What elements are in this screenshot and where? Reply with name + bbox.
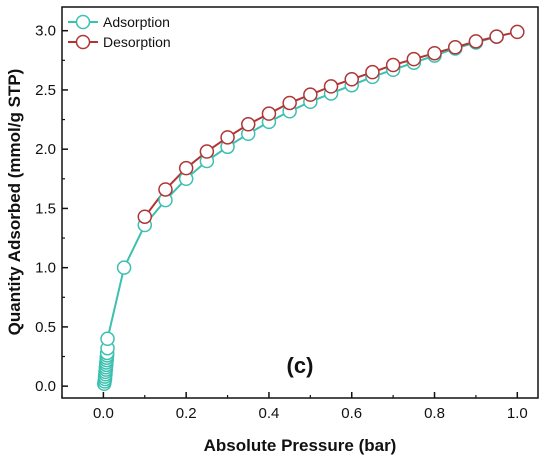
plot-frame (61, 6, 539, 399)
data-point-adsorption (100, 331, 115, 347)
data-point-desorption (489, 29, 504, 44)
legend-marker-desorption (75, 34, 91, 50)
y-tick-label: 0.5 (35, 319, 56, 336)
y-tick-label: 0.0 (35, 378, 56, 395)
data-point-desorption (303, 87, 318, 102)
panel-label: (c) (287, 353, 314, 378)
y-tick-label: 2.0 (35, 141, 56, 158)
series-markers (96, 24, 525, 392)
data-point-desorption (447, 40, 463, 55)
legend-label-adsorption: Adsorption (103, 14, 170, 30)
legend-item-desorption: Desorption (68, 34, 171, 50)
legend: Adsorption Desorption (68, 14, 171, 50)
legend-label-desorption: Desorption (103, 34, 171, 50)
data-point-desorption (344, 72, 359, 87)
data-point-desorption (385, 57, 401, 73)
y-tick-label: 2.5 (35, 82, 56, 99)
x-axis: 0.0 0.2 0.4 0.6 0.8 1.0 (61, 392, 528, 422)
data-point-desorption (137, 209, 153, 224)
data-point-desorption (261, 106, 277, 121)
data-point-desorption (282, 95, 297, 111)
x-tick-label: 0.0 (93, 405, 114, 422)
data-point-desorption (365, 64, 380, 80)
y-tick-label: 3.0 (35, 23, 56, 40)
data-point-desorption (241, 117, 256, 132)
data-point-desorption (510, 24, 525, 40)
legend-marker-adsorption (75, 14, 91, 30)
x-tick-label: 0.2 (176, 405, 197, 422)
x-tick-label: 0.6 (341, 405, 362, 422)
series-line-desorption (143, 30, 518, 218)
series-line-adsorption (103, 35, 497, 384)
data-point-desorption (158, 182, 173, 197)
data-point-desorption (199, 144, 215, 159)
x-axis-title: Absolute Pressure (bar) (204, 436, 397, 455)
data-point-adsorption (116, 260, 132, 275)
y-tick-label: 1.0 (35, 260, 56, 277)
data-point-desorption (468, 34, 484, 49)
series-lines (103, 30, 518, 384)
data-point-desorption (427, 45, 442, 61)
x-tick-label: 0.4 (259, 405, 280, 422)
x-tick-label: 1.0 (507, 405, 528, 422)
data-point-desorption (220, 130, 235, 145)
data-point-desorption (178, 160, 194, 176)
data-point-desorption (323, 79, 339, 94)
y-axis: 0.0 0.5 1.0 1.5 2.0 2.5 3.0 (35, 23, 68, 395)
y-tick-label: 1.5 (35, 200, 56, 217)
legend-item-adsorption: Adsorption (68, 14, 170, 30)
x-tick-label: 0.8 (424, 405, 445, 422)
data-point-desorption (406, 51, 422, 67)
y-axis-title: Quantity Adsorbed (mmol/g STP) (5, 69, 24, 336)
